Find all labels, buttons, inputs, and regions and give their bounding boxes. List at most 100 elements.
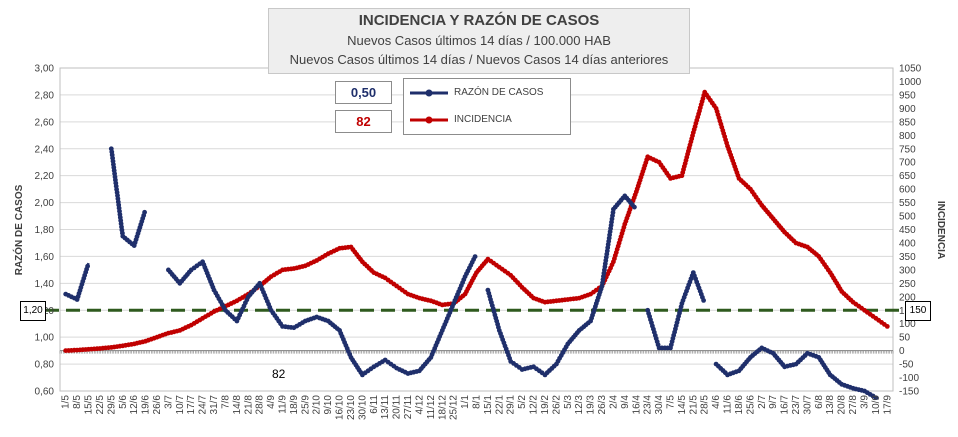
y-right-tick-label: 600 [899,185,916,196]
legend: RAZÓN DE CASOS INCIDENCIA [403,78,571,135]
x-tick-label: 26/2 [551,395,562,415]
x-tick-label: 18/9 [289,395,300,415]
y-right-tick-label: 950 [899,90,916,101]
y-right-tick-label: 400 [899,238,916,249]
y-left-tick-label: 1,00 [35,333,55,344]
y-right-tick-label: 1050 [899,64,922,75]
x-tick-label: 9/10 [323,395,334,415]
x-tick-label: 29/5 [106,395,117,415]
y-left-tick-label: 1,40 [35,279,55,290]
legend-markers [410,89,448,124]
tick-labels: 0,600,801,001,201,401,601,802,002,202,40… [35,64,922,421]
chart-subtitle-1: Nuevos Casos últimos 14 días / 100.000 H… [347,33,611,48]
x-tick-label: 17/9 [882,395,893,415]
x-tick-label: 6/8 [814,395,825,409]
y-right-tick-label: 100 [899,319,916,330]
x-tick-label: 27/8 [848,395,859,415]
x-tick-label: 23/4 [643,395,654,415]
razon-point [85,263,90,269]
y-right-tick-label: 0 [899,346,905,357]
y-left-tick-label: 3,00 [35,64,55,75]
y-right-tick-label: 200 [899,292,916,303]
razon-point [472,254,478,259]
y-right-tick-label: 450 [899,225,916,236]
x-tick-label: 30/4 [654,395,665,415]
y-left-tick-label: 2,60 [35,117,55,128]
x-tick-label: 9/4 [620,395,631,409]
x-tick-label: 1/1 [460,395,471,409]
x-tick-label: 15/1 [483,395,494,415]
x-tick-label: 11/9 [278,395,289,414]
y-right-tick-label: 700 [899,158,916,169]
x-tick-label: 16/4 [631,395,642,415]
x-tick-label: 18/12 [437,395,448,420]
y-left-tick-label: 2,00 [35,198,55,209]
reference-label-right: 150 [905,301,931,321]
x-tick-label: 26/6 [152,395,163,415]
x-tick-label: 13/8 [825,395,836,415]
y-right-tick-label: 300 [899,265,916,276]
razon-point [632,204,637,210]
x-tick-label: 9/7 [768,395,779,409]
x-tick-label: 27/11 [403,395,414,420]
y-right-tick-label: 350 [899,252,916,263]
x-tick-label: 4/9 [266,395,277,409]
x-tick-label: 14/8 [232,395,243,415]
x-tick-label: 7/5 [665,395,676,409]
x-tick-label: 30/7 [802,395,813,415]
y-right-tick-label: 750 [899,144,916,155]
y-right-tick-label: 650 [899,171,916,182]
chart-title: INCIDENCIA Y RAZÓN DE CASOS [358,12,600,29]
x-tick-label: 31/7 [209,395,220,415]
x-tick-label: 22/5 [95,395,106,415]
x-tick-label: 28/5 [700,395,711,415]
y-left-tick-label: 1,80 [35,225,55,236]
reference-label-left: 1,20 [20,301,46,321]
incidence-annotation: 82 [272,367,286,381]
x-tick-label: 14/5 [677,395,688,415]
y-right-tick-label: -100 [899,373,919,384]
x-tick-label: 2/10 [312,395,323,415]
x-tick-label: 29/1 [506,395,517,415]
x-tick-label: 21/5 [688,395,699,415]
x-tick-label: 8/1 [472,395,483,409]
x-tick-label: 8/5 [72,395,83,409]
x-tick-label: 26/3 [597,395,608,415]
x-tick-label: 5/6 [118,395,129,409]
ratio-value-box: 0,50 [335,81,392,104]
x-tick-label: 19/6 [141,395,152,415]
y-right-tick-label: 550 [899,198,916,209]
x-tick-label: 28/8 [255,395,266,415]
x-tick-label: 24/7 [198,395,209,415]
x-tick-label: 30/10 [357,395,368,420]
x-tick-label: 23/7 [791,395,802,415]
razon-point [873,395,879,401]
series-incidencia [63,89,890,353]
x-tick-label: 10/9 [871,395,882,415]
x-tick-label: 4/12 [414,395,425,415]
x-tick-label: 18/6 [734,395,745,415]
x-tick-label: 17/7 [186,395,197,415]
x-tick-label: 11/6 [723,395,734,414]
x-tick-label: 7/8 [220,395,231,409]
y-right-tick-label: -150 [899,387,919,398]
y-left-title: RAZÓN DE CASOS [12,184,25,275]
x-tick-label: 12/6 [129,395,140,415]
y-right-title: INCIDENCIA [935,201,946,259]
x-tick-label: 1/5 [61,395,72,409]
razon-point [701,298,706,303]
x-tick-label: 16/7 [780,395,791,415]
x-tick-label: 12/2 [529,395,540,415]
y-left-tick-label: 0,60 [35,387,55,398]
x-tick-label: 6/11 [369,395,380,414]
x-tick-label: 21/8 [243,395,254,415]
y-right-tick-label: 250 [899,279,916,290]
y-left-tick-label: 2,80 [35,90,55,101]
x-tick-label: 25/12 [449,395,460,420]
series-razon-de-casos [63,146,879,401]
legend-label-ratio: RAZÓN DE CASOS [454,87,544,98]
incidence-value-box: 82 [335,110,392,133]
y-right-tick-label: -50 [899,360,914,371]
x-tick-label: 16/10 [335,395,346,420]
title-box: INCIDENCIA Y RAZÓN DE CASOS Nuevos Casos… [268,8,690,74]
